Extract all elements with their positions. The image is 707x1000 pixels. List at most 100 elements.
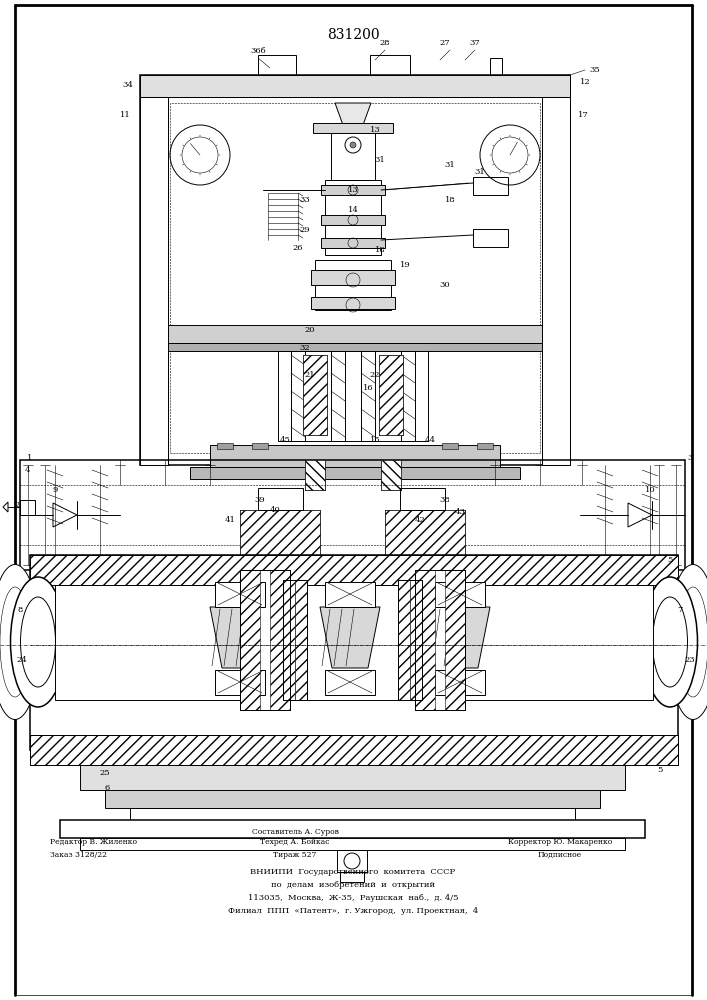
Bar [325,180,381,255]
Text: 5: 5 [658,766,662,774]
Text: ВНИИПИ  Государственного  комитета  СССР: ВНИИПИ Государственного комитета СССР [250,868,455,876]
Bar [303,355,327,435]
Bar [315,260,391,310]
Bar [265,615,281,655]
Text: 9: 9 [52,486,58,494]
Text: 41: 41 [225,516,235,524]
Text: 6: 6 [105,784,110,792]
Text: 18: 18 [375,246,385,254]
Bar [60,820,645,838]
Bar [283,580,307,700]
Ellipse shape [0,564,40,720]
Text: 13: 13 [348,186,358,194]
Bar [435,582,485,607]
Bar [258,55,296,75]
Bar [30,555,678,585]
Bar [379,355,403,435]
Bar [473,177,508,195]
Bar [415,570,465,710]
Bar [313,123,393,133]
Bar [385,615,401,655]
Text: 1: 1 [28,454,33,462]
Bar [362,555,384,585]
Text: 31: 31 [445,161,455,169]
Text: 40: 40 [269,506,281,514]
Text: 2: 2 [14,501,20,509]
Text: 16: 16 [363,384,373,392]
Text: 31: 31 [474,168,486,176]
Bar [442,443,458,449]
Text: Тираж 527: Тираж 527 [274,851,317,859]
Bar [385,510,465,555]
Bar [287,555,309,585]
Bar [301,570,329,615]
Polygon shape [430,607,490,668]
Bar [240,570,290,710]
Bar [301,570,329,615]
Text: 20: 20 [305,326,315,334]
Circle shape [350,142,356,148]
Text: Заказ 3128/22: Заказ 3128/22 [50,851,107,859]
Text: 18: 18 [445,196,455,204]
Bar [140,75,570,465]
Bar [435,670,485,695]
Text: Подписное: Подписное [538,851,582,859]
Text: 11: 11 [119,111,130,119]
Bar [337,850,367,872]
Text: 10: 10 [645,486,655,494]
Bar [283,580,307,700]
Text: 35: 35 [590,66,600,74]
Text: 36б: 36б [250,47,266,55]
Ellipse shape [11,577,66,707]
Bar [477,443,493,449]
Bar [410,580,422,700]
Text: Составитель А. Суров: Составитель А. Суров [252,828,339,836]
Bar [30,735,678,765]
Bar [331,125,375,180]
Bar [362,555,384,585]
Text: 8: 8 [17,606,23,614]
Bar [445,570,465,710]
Bar [30,555,678,750]
Polygon shape [210,607,270,668]
Bar [215,670,265,695]
Bar [253,600,453,615]
Bar [80,838,625,850]
Text: 14: 14 [348,206,358,214]
Bar [377,570,405,615]
Text: 21: 21 [305,371,315,379]
Text: Техред А. Бойкас: Техред А. Бойкас [260,838,329,846]
Bar [215,582,265,607]
Text: 25: 25 [100,769,110,777]
Bar [542,75,570,465]
Bar [30,735,678,765]
Text: по  делам  изобретений  и  открытий: по делам изобретений и открытий [271,881,435,889]
Bar [287,555,309,585]
Text: 45: 45 [279,436,291,444]
Bar [400,488,445,510]
Text: 12: 12 [580,78,590,86]
Text: 4: 4 [24,466,30,474]
Bar [425,615,441,655]
Bar [322,555,344,585]
Text: 32: 32 [300,344,310,352]
Text: 26: 26 [293,244,303,252]
Bar [397,555,419,585]
Bar [210,445,500,467]
Bar [415,570,465,710]
Ellipse shape [643,577,698,707]
Bar [321,185,385,195]
Bar [30,555,678,585]
Bar [361,351,375,441]
Bar [331,351,345,441]
Bar [258,488,303,510]
Bar [190,467,520,479]
Bar [20,460,685,570]
Bar [80,765,625,790]
Bar [240,510,320,555]
Bar [398,580,410,700]
Bar [311,297,395,309]
Bar [473,229,508,247]
Ellipse shape [668,564,707,720]
Text: 17: 17 [578,111,588,119]
